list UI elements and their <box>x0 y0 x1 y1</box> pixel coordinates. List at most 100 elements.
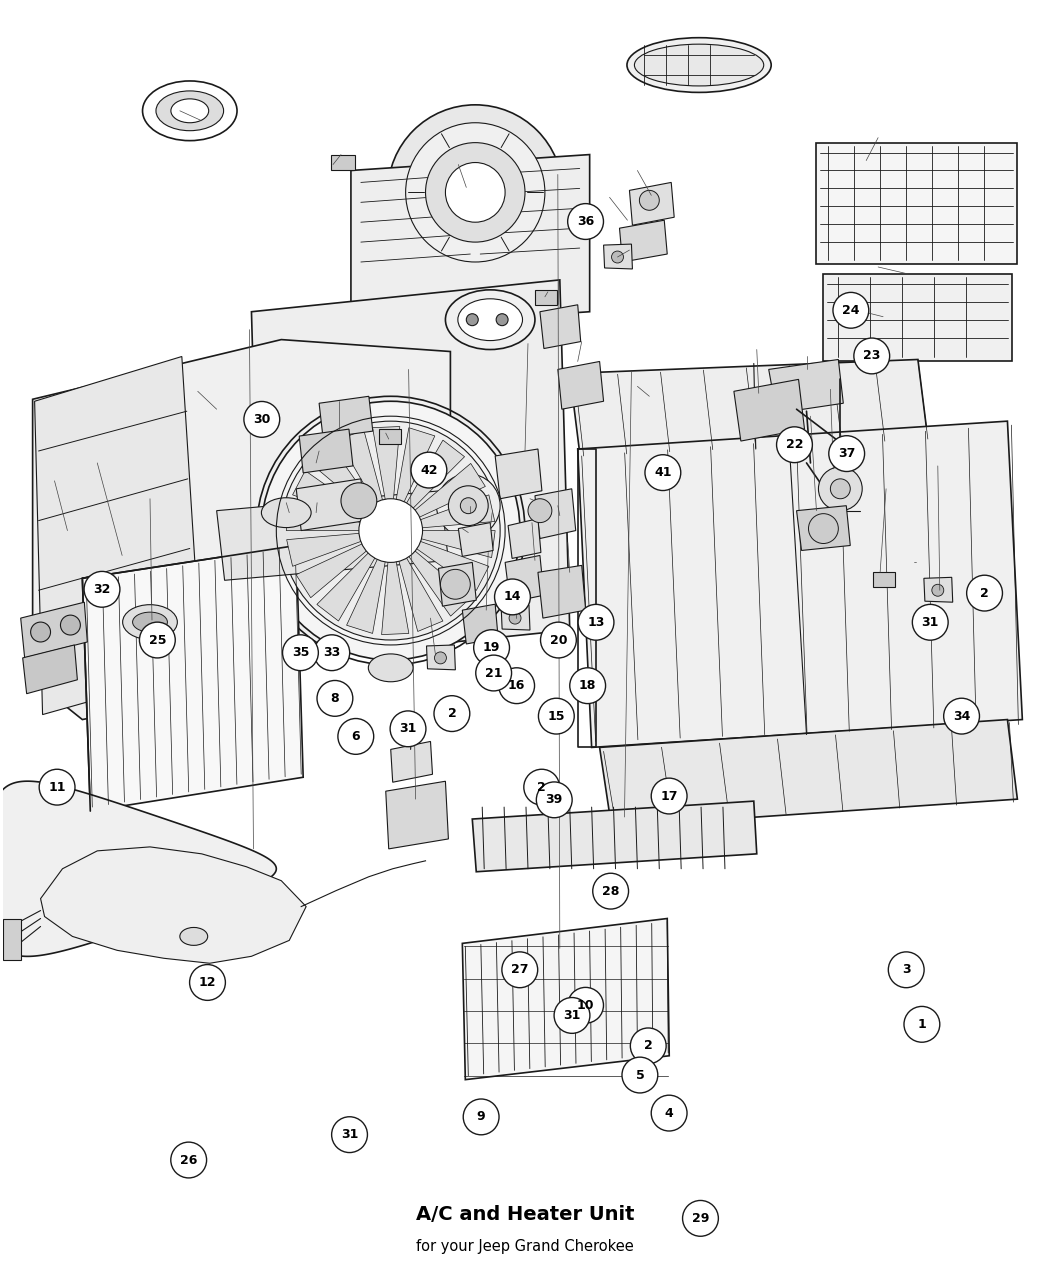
Circle shape <box>434 696 469 732</box>
Circle shape <box>502 952 538 988</box>
Circle shape <box>476 655 511 691</box>
Circle shape <box>833 292 868 328</box>
Polygon shape <box>287 504 362 530</box>
Text: 31: 31 <box>399 723 417 736</box>
Text: 29: 29 <box>692 1211 709 1225</box>
Text: 8: 8 <box>331 692 339 705</box>
Text: 17: 17 <box>660 789 678 802</box>
Ellipse shape <box>627 38 771 92</box>
Text: 2: 2 <box>538 780 546 793</box>
Text: 10: 10 <box>576 998 594 1012</box>
Text: 9: 9 <box>477 1111 485 1123</box>
Text: 31: 31 <box>341 1128 358 1141</box>
Text: 31: 31 <box>922 616 939 629</box>
Text: 25: 25 <box>149 634 166 646</box>
Text: 16: 16 <box>508 680 525 692</box>
Text: 11: 11 <box>48 780 66 793</box>
Text: 32: 32 <box>93 583 110 595</box>
Circle shape <box>528 499 552 523</box>
Circle shape <box>524 769 560 805</box>
Circle shape <box>440 570 470 599</box>
Circle shape <box>437 474 500 538</box>
Polygon shape <box>398 556 443 631</box>
Polygon shape <box>620 221 667 261</box>
Text: 30: 30 <box>253 413 271 426</box>
Circle shape <box>854 338 889 374</box>
Circle shape <box>509 612 521 623</box>
Polygon shape <box>540 305 581 348</box>
Text: 2: 2 <box>981 586 989 599</box>
Circle shape <box>466 314 478 325</box>
Polygon shape <box>462 604 498 644</box>
Circle shape <box>645 455 680 491</box>
Text: 24: 24 <box>842 303 860 316</box>
Text: 23: 23 <box>863 349 881 362</box>
Circle shape <box>495 579 530 615</box>
Polygon shape <box>734 380 804 441</box>
Polygon shape <box>415 541 489 590</box>
Circle shape <box>651 1095 687 1131</box>
Ellipse shape <box>143 80 237 140</box>
Bar <box>874 572 895 588</box>
Text: 39: 39 <box>546 793 563 806</box>
Circle shape <box>314 635 350 671</box>
Polygon shape <box>462 918 669 1080</box>
Polygon shape <box>924 578 952 602</box>
Polygon shape <box>319 397 373 439</box>
Circle shape <box>944 699 980 734</box>
Circle shape <box>651 778 687 813</box>
Circle shape <box>593 873 629 909</box>
Text: 13: 13 <box>587 616 605 629</box>
Bar <box>3 918 21 960</box>
Text: 2: 2 <box>447 708 457 720</box>
Polygon shape <box>396 427 435 504</box>
Circle shape <box>39 769 75 805</box>
Circle shape <box>411 453 447 488</box>
Text: 34: 34 <box>953 710 970 723</box>
Polygon shape <box>296 479 365 530</box>
Text: 27: 27 <box>511 964 528 977</box>
Polygon shape <box>570 360 928 453</box>
Polygon shape <box>578 421 1023 747</box>
Circle shape <box>818 467 862 511</box>
Circle shape <box>630 1028 666 1063</box>
Circle shape <box>405 122 545 261</box>
Ellipse shape <box>369 654 413 682</box>
Circle shape <box>317 681 353 717</box>
Polygon shape <box>33 339 450 719</box>
Ellipse shape <box>634 45 763 85</box>
Text: 33: 33 <box>323 646 340 659</box>
Polygon shape <box>251 280 570 662</box>
Polygon shape <box>823 274 1012 362</box>
Circle shape <box>30 622 50 643</box>
Polygon shape <box>501 606 530 630</box>
Bar <box>534 289 557 305</box>
Circle shape <box>341 483 377 519</box>
Polygon shape <box>351 154 590 328</box>
Polygon shape <box>426 645 456 669</box>
Text: 35: 35 <box>292 646 309 659</box>
Polygon shape <box>296 543 368 598</box>
Text: 36: 36 <box>576 215 594 228</box>
Text: 18: 18 <box>579 680 596 692</box>
Polygon shape <box>41 847 307 964</box>
Circle shape <box>541 622 576 658</box>
Text: 19: 19 <box>483 641 500 654</box>
Polygon shape <box>505 556 544 602</box>
Text: 31: 31 <box>563 1009 581 1023</box>
Circle shape <box>387 105 563 280</box>
Circle shape <box>425 143 525 242</box>
Circle shape <box>140 622 175 658</box>
Circle shape <box>931 584 944 597</box>
Circle shape <box>568 204 604 240</box>
Text: 5: 5 <box>635 1068 645 1081</box>
Text: 37: 37 <box>838 448 856 460</box>
Polygon shape <box>317 552 376 621</box>
Circle shape <box>912 604 948 640</box>
Ellipse shape <box>445 289 534 349</box>
Text: 3: 3 <box>902 964 910 977</box>
Ellipse shape <box>458 298 523 340</box>
Text: 4: 4 <box>665 1107 673 1119</box>
Ellipse shape <box>132 612 167 632</box>
Polygon shape <box>769 360 843 413</box>
